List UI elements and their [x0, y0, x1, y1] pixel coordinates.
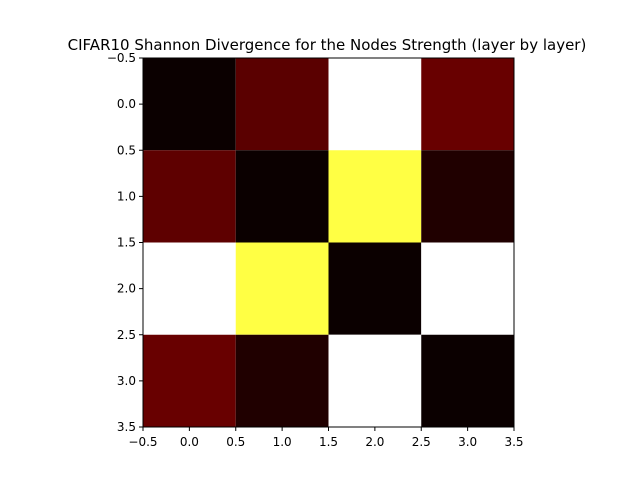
y-axis: −0.5 0.0 0.5 1.0 1.5 2.0 2.5 3.0 3.5 — [107, 51, 143, 434]
heatmap-cell-r2-c1 — [235, 242, 329, 335]
x-tick-label: 1.0 — [273, 435, 292, 449]
y-tick-label: 0.5 — [117, 143, 136, 157]
heatmap-cell-r2-c3 — [421, 242, 514, 335]
heatmap-cell-r3-c2 — [328, 334, 422, 427]
y-tick-label: −0.5 — [107, 51, 136, 65]
heatmap-cell-r2-c0 — [143, 242, 236, 335]
y-tick-label: 3.5 — [117, 420, 136, 434]
x-tick-label: 0.5 — [226, 435, 245, 449]
y-tick-label: 1.5 — [117, 236, 136, 250]
heatmap-cell-r0-c0 — [143, 58, 236, 151]
y-tick-label: 0.0 — [117, 97, 136, 111]
x-tick-label: 0.0 — [180, 435, 199, 449]
heatmap-cell-r3-c0 — [143, 334, 236, 427]
heatmap-cells — [143, 58, 514, 427]
heatmap-cell-r3-c3 — [421, 334, 514, 427]
x-tick-label: −0.5 — [128, 435, 157, 449]
heatmap-cell-r1-c0 — [143, 150, 236, 243]
heatmap-cell-r3-c1 — [235, 334, 329, 427]
chart-title: CIFAR10 Shannon Divergence for the Nodes… — [68, 36, 587, 54]
y-tick-label: 2.5 — [117, 328, 136, 342]
x-tick-label: 3.5 — [504, 435, 523, 449]
y-tick-label: 3.0 — [117, 374, 136, 388]
heatmap-cell-r1-c2 — [328, 150, 422, 243]
heatmap-cell-r0-c1 — [235, 58, 329, 151]
heatmap-cell-r0-c3 — [421, 58, 514, 151]
heatmap-cell-r0-c2 — [328, 58, 422, 151]
heatmap-cell-r2-c2 — [328, 242, 422, 335]
x-tick-label: 2.0 — [365, 435, 384, 449]
y-tick-label: 2.0 — [117, 282, 136, 296]
heatmap-cell-r1-c3 — [421, 150, 514, 243]
x-tick-label: 3.0 — [458, 435, 477, 449]
x-tick-label: 2.5 — [412, 435, 431, 449]
heatmap-cell-r1-c1 — [235, 150, 329, 243]
x-tick-label: 1.5 — [319, 435, 338, 449]
y-tick-label: 1.0 — [117, 189, 136, 203]
x-axis: −0.5 0.0 0.5 1.0 1.5 2.0 2.5 3.0 3.5 — [128, 427, 524, 449]
